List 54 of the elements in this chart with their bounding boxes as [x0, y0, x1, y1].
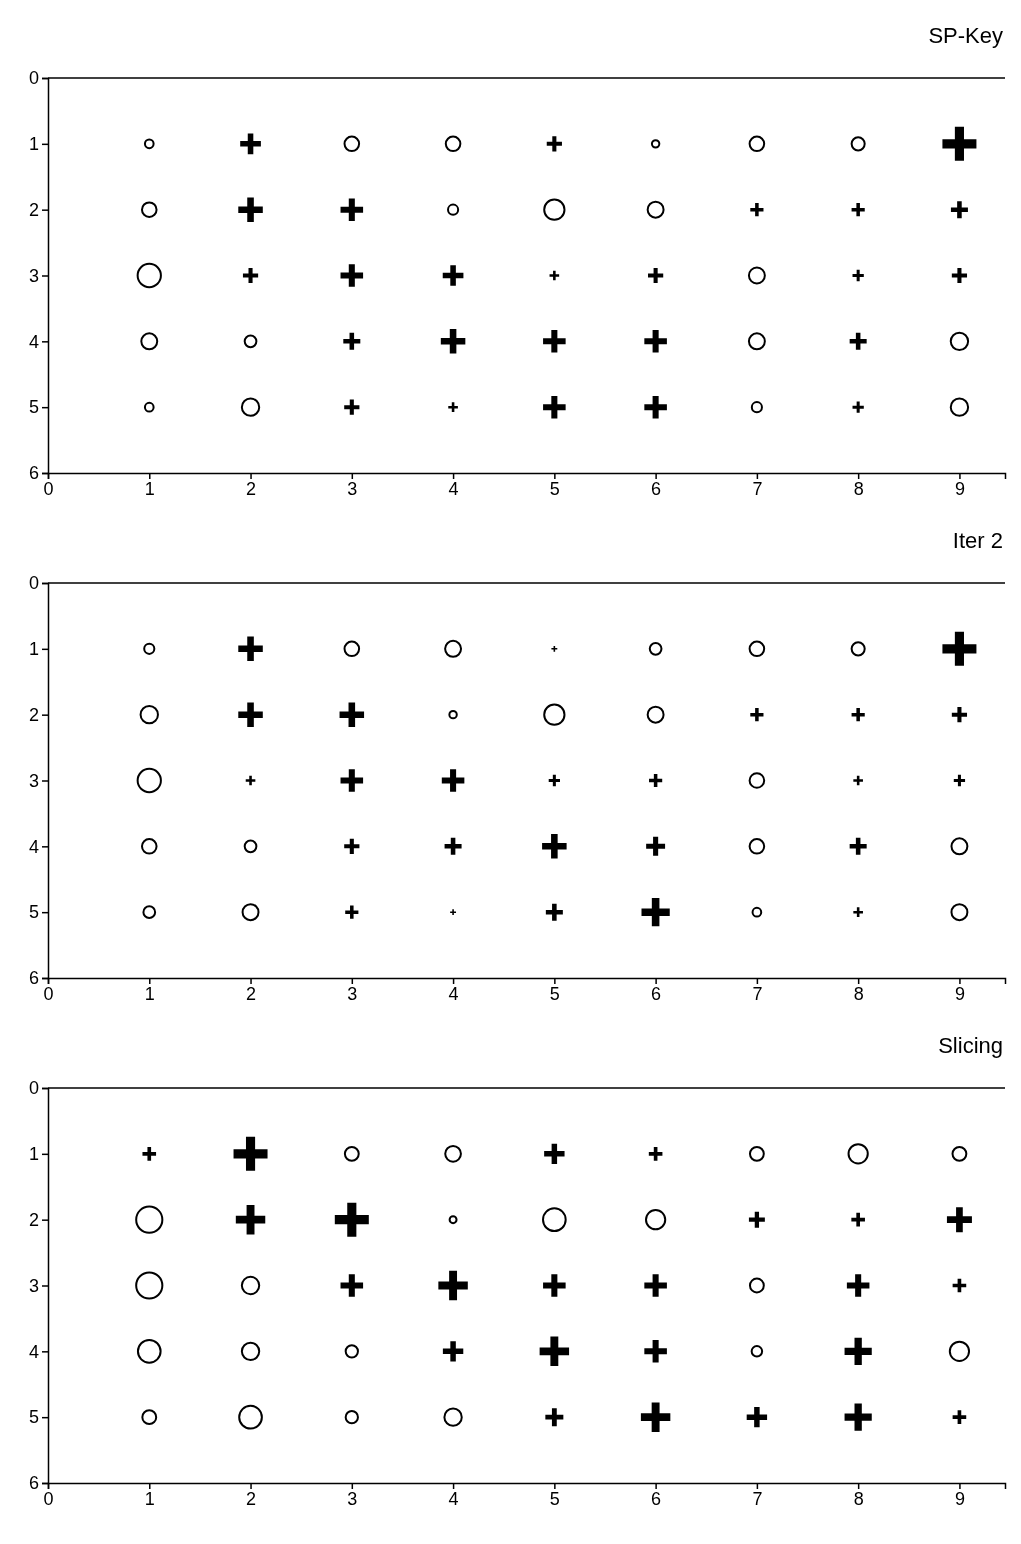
- x-tick-label: 0: [43, 983, 54, 1004]
- chart-title: Iter 2: [952, 528, 1003, 553]
- y-tick-label: 3: [28, 265, 39, 286]
- y-tick-label: 3: [28, 770, 39, 791]
- x-tick-label: 3: [347, 478, 358, 499]
- x-tick-label: 4: [448, 478, 459, 499]
- x-tick-label: 0: [43, 1488, 54, 1509]
- x-tick-label: 0: [43, 478, 54, 499]
- x-tick-label: 6: [651, 478, 662, 499]
- x-tick-label: 7: [752, 983, 763, 1004]
- x-tick-label: 2: [246, 1488, 257, 1509]
- x-tick-label: 5: [549, 478, 560, 499]
- y-tick-label: 4: [28, 331, 39, 352]
- x-tick-label: 9: [954, 1488, 965, 1509]
- y-tick-label: 4: [28, 1341, 39, 1362]
- x-tick-label: 1: [144, 478, 155, 499]
- x-tick-label: 2: [246, 478, 257, 499]
- x-tick-label: 4: [448, 983, 459, 1004]
- x-tick-label: 6: [651, 1488, 662, 1509]
- chart-title: Slicing: [938, 1033, 1003, 1058]
- y-tick-label: 4: [28, 836, 39, 857]
- y-tick-label: 6: [28, 1473, 39, 1494]
- y-tick-label: 6: [28, 463, 39, 484]
- x-tick-label: 8: [853, 983, 864, 1004]
- y-tick-label: 2: [28, 199, 39, 220]
- y-tick-label: 1: [28, 134, 39, 155]
- x-tick-label: 9: [954, 983, 965, 1004]
- x-tick-label: 8: [853, 478, 864, 499]
- y-tick-label: 5: [28, 397, 39, 418]
- x-tick-label: 1: [144, 1488, 155, 1509]
- x-tick-label: 2: [246, 983, 257, 1004]
- y-tick-label: 0: [28, 1078, 39, 1099]
- x-tick-label: 9: [954, 478, 965, 499]
- x-tick-label: 6: [651, 983, 662, 1004]
- y-tick-label: 5: [28, 902, 39, 923]
- y-tick-label: 6: [28, 968, 39, 989]
- x-tick-label: 5: [549, 1488, 560, 1509]
- x-tick-label: 3: [347, 1488, 358, 1509]
- y-tick-label: 3: [28, 1275, 39, 1296]
- y-tick-label: 0: [28, 68, 39, 89]
- x-tick-label: 3: [347, 983, 358, 1004]
- y-tick-label: 1: [28, 639, 39, 660]
- x-tick-label: 4: [448, 1488, 459, 1509]
- y-tick-label: 2: [28, 704, 39, 725]
- x-tick-label: 7: [752, 1488, 763, 1509]
- y-tick-label: 2: [28, 1209, 39, 1230]
- chart-title: SP-Key: [928, 23, 1003, 48]
- x-tick-label: 8: [853, 1488, 864, 1509]
- x-tick-label: 1: [144, 983, 155, 1004]
- x-tick-label: 7: [752, 478, 763, 499]
- y-tick-label: 0: [28, 573, 39, 594]
- y-tick-label: 1: [28, 1144, 39, 1165]
- y-tick-label: 5: [28, 1407, 39, 1428]
- x-tick-label: 5: [549, 983, 560, 1004]
